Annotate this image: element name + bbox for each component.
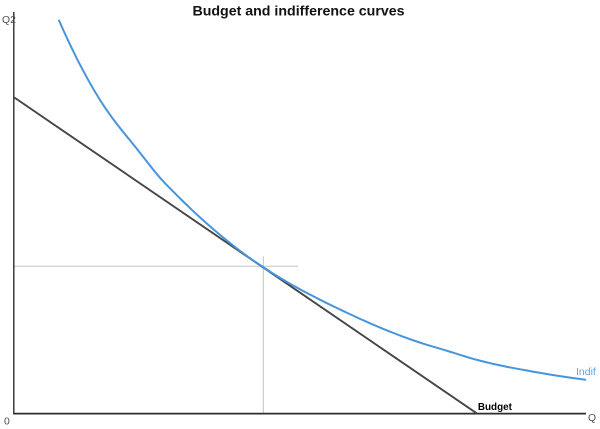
svg-text:0: 0 [4, 416, 10, 427]
svg-text:Budget: Budget [478, 402, 513, 413]
svg-text:Q: Q [588, 413, 596, 424]
svg-text:Q2: Q2 [2, 15, 16, 26]
svg-text:Indif: Indif [576, 366, 596, 378]
svg-text:Budget and indifference curves: Budget and indifference curves [192, 4, 404, 20]
